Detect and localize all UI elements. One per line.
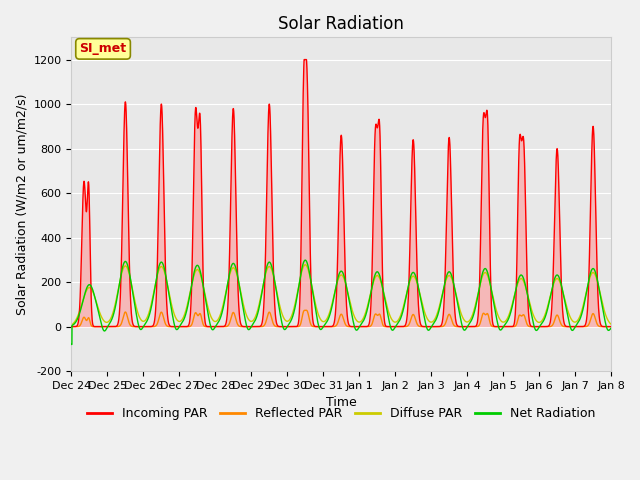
Title: Solar Radiation: Solar Radiation [278,15,404,33]
Text: SI_met: SI_met [79,42,127,55]
Legend: Incoming PAR, Reflected PAR, Diffuse PAR, Net Radiation: Incoming PAR, Reflected PAR, Diffuse PAR… [82,402,600,425]
X-axis label: Time: Time [326,396,356,409]
Y-axis label: Solar Radiation (W/m2 or um/m2/s): Solar Radiation (W/m2 or um/m2/s) [15,94,28,315]
